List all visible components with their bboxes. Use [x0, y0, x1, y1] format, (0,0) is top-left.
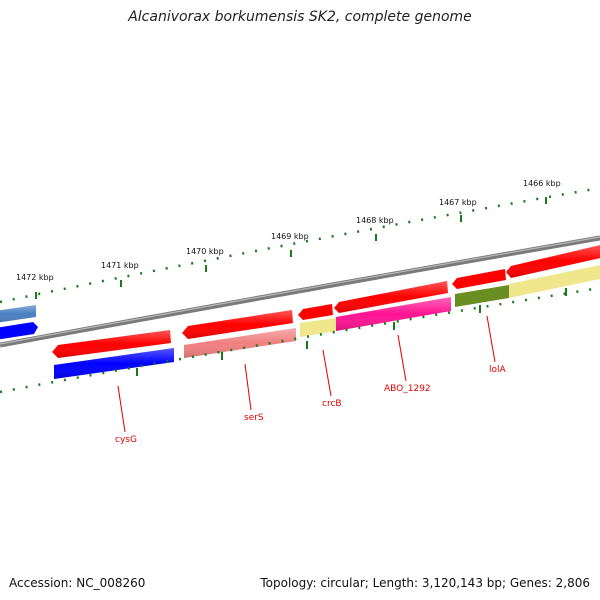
scale-label-1471: 1471 kbp — [101, 261, 139, 270]
red-genes-gloss — [52, 245, 600, 358]
leader-serS — [244, 363, 252, 411]
gene-yellow-bar-1 — [300, 318, 336, 337]
gene-blue-arrow — [0, 322, 38, 340]
leader-cysG — [117, 385, 126, 433]
inner-ruler-arc — [0, 286, 600, 394]
scale-label-1470: 1470 kbp — [186, 247, 224, 256]
scale-label-1467: 1467 kbp — [439, 198, 477, 207]
scale-label-1466: 1466 kbp — [523, 179, 561, 188]
scale-label-1468: 1468 kbp — [356, 216, 394, 225]
gene-red-5 — [452, 269, 506, 289]
gene-label-serS: serS — [244, 413, 264, 423]
gene-olive-bar — [455, 285, 509, 307]
scale-label-1472: 1472 kbp — [16, 273, 54, 282]
leader-ABO_1292 — [397, 334, 407, 382]
gene-yellow-bar-2 — [509, 265, 600, 298]
accession-text: Accession: NC_008260 — [9, 576, 146, 590]
map-title: Alcanivorax borkumensis SK2, complete ge… — [128, 9, 472, 25]
genome-backbone-highlight — [0, 236, 600, 345]
gene-steel-blue-gloss — [0, 305, 36, 323]
gene-label-ABO_1292: ABO_1292 — [384, 384, 431, 394]
leader-lolA — [486, 315, 496, 363]
gene-red-3 — [298, 304, 333, 320]
gene-label-lolA: lolA — [489, 365, 507, 375]
inner-major-ticks — [136, 288, 567, 376]
label-leaders — [117, 315, 496, 433]
gene-label-cysG: cysG — [115, 435, 137, 445]
gene-label-crcB: crcB — [322, 399, 342, 409]
outer-major-ticks — [35, 197, 547, 299]
cog-bars-gloss — [54, 297, 451, 379]
genome-backbone — [0, 235, 600, 348]
genome-stats-text: Topology: circular; Length: 3,120,143 bp… — [260, 576, 590, 590]
scale-label-1469: 1469 kbp — [271, 232, 309, 241]
leader-crcB — [322, 349, 332, 397]
